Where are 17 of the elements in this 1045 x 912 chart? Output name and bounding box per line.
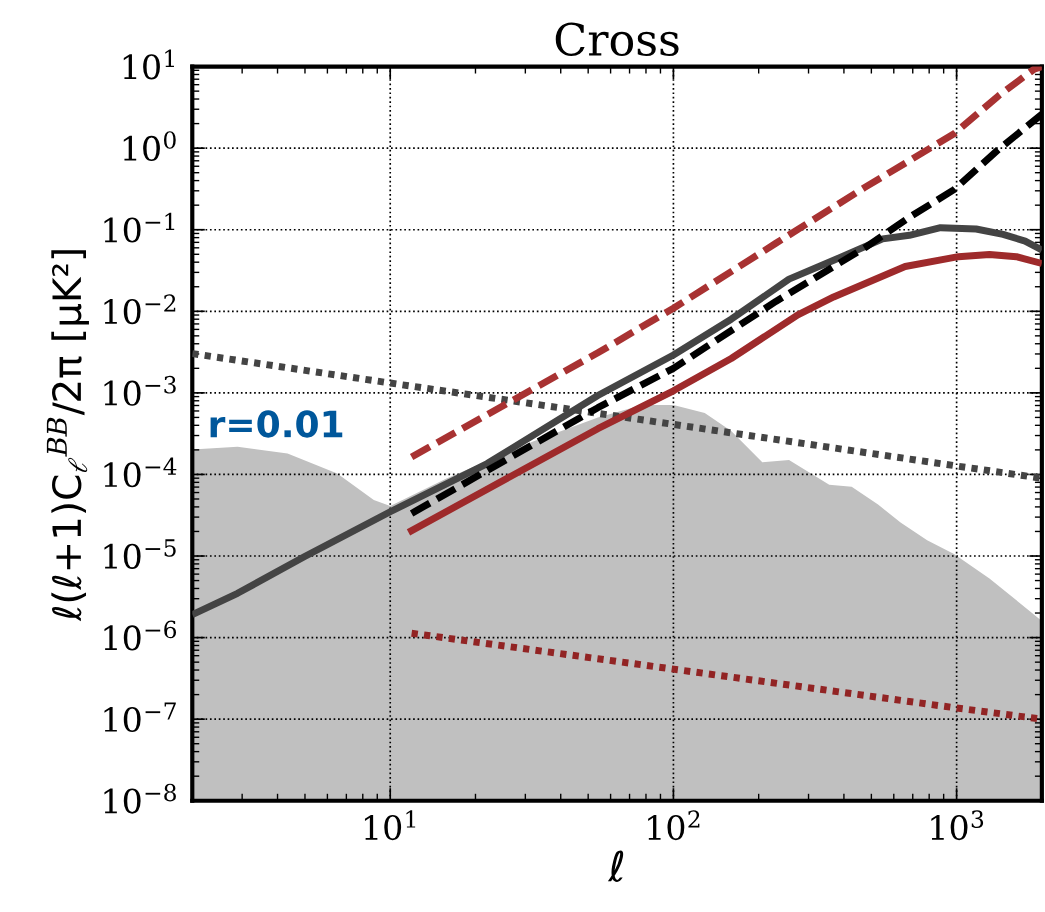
- y-axis-title: ℓ(ℓ+1)C$_{ℓ}$$^{BB}$/2π [μK²]: [46, 250, 89, 622]
- y-tick-label: 10$^{−8}$: [104, 783, 176, 814]
- y-tick-label: 10$^{1}$: [123, 49, 174, 80]
- y-tick-label: 10$^{0}$: [123, 131, 176, 162]
- y-tick-label: 10$^{−1}$: [104, 212, 175, 243]
- y-tick-label: 10$^{−2}$: [104, 294, 176, 325]
- chart-title: Cross: [555, 22, 679, 57]
- y-tick-label: 10$^{−5}$: [104, 539, 176, 569]
- y-tick-label: 10$^{−3}$: [104, 375, 176, 406]
- x-tick-label: 10$^{2}$: [648, 810, 700, 841]
- x-axis-title: ℓ: [607, 850, 624, 882]
- x-tick-label: 10$^{1}$: [364, 810, 416, 841]
- annotation: r=0.01: [210, 410, 343, 438]
- y-tick-label: 10$^{−7}$: [104, 702, 176, 733]
- y-tick-label: 10$^{−6}$: [104, 620, 177, 651]
- x-tick-label: 10$^{3}$: [931, 810, 984, 841]
- y-tick-label: 10$^{−4}$: [104, 457, 177, 488]
